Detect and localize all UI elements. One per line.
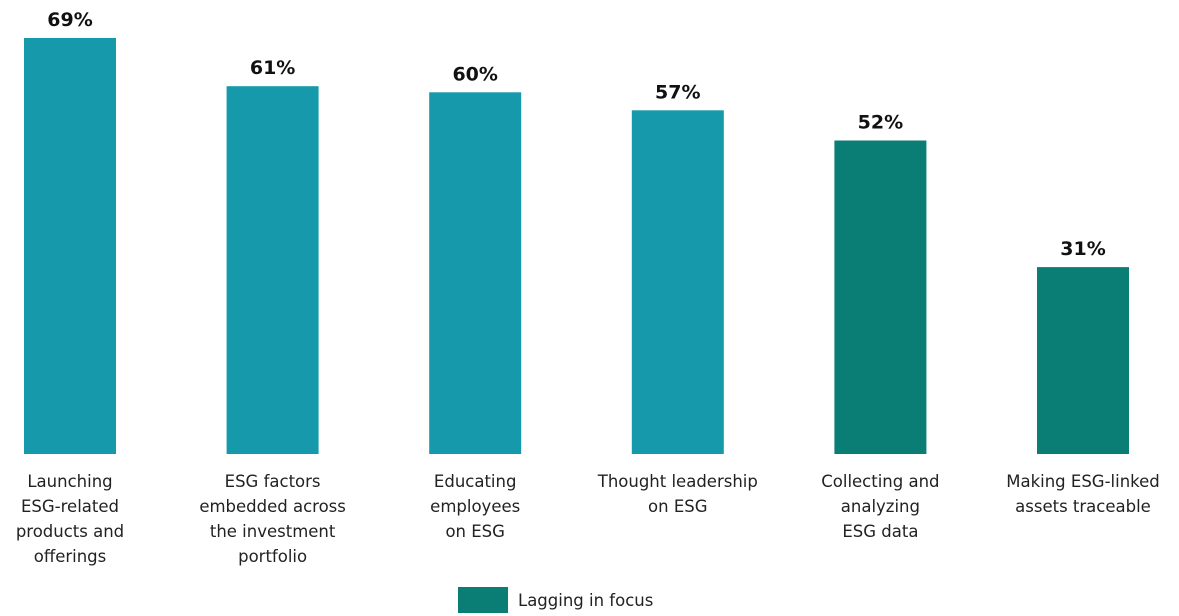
category-label-line: Making ESG-linked [1006, 472, 1160, 491]
category-label-1: ESG factors embedded across the investment… [199, 472, 346, 566]
category-label-line: on ESG [445, 522, 504, 541]
category-label-line: Launching [27, 472, 112, 491]
category-label-line: products and [16, 522, 124, 541]
value-label-2: 60% [452, 63, 497, 85]
category-label-line: Collecting and [821, 472, 939, 491]
category-label-line: assets traceable [1015, 497, 1151, 516]
legend-label-lagging: Lagging in focus [518, 590, 654, 610]
category-label-3: Thought leadership on ESG [597, 472, 758, 516]
category-label-line: Thought leadership [597, 472, 758, 491]
value-label-3: 57% [655, 81, 700, 103]
category-label-line: offerings [34, 547, 107, 566]
category-label-0: Launching ESG-related products and offering… [16, 472, 124, 566]
category-label-line: Educating [434, 472, 517, 491]
category-label-line: analyzing [841, 497, 920, 516]
category-label-4: Collecting and analyzing ESG data [821, 472, 939, 541]
category-label-line: the investment [210, 522, 336, 541]
category-label-line: ESG data [842, 522, 918, 541]
legend: Lagging in focus [458, 587, 653, 613]
value-label-5: 31% [1060, 238, 1105, 260]
value-label-1: 61% [250, 57, 295, 79]
category-label-line: on ESG [648, 497, 707, 516]
bar-2 [429, 92, 522, 455]
category-label-line: ESG-related [21, 497, 119, 516]
category-label-2: Educating employees on ESG [430, 472, 520, 541]
category-label-line: ESG factors [225, 472, 321, 491]
bar-1 [226, 86, 319, 454]
bar-3 [631, 110, 724, 455]
value-labels-group: 69% 61% 60% 57% 52% 31% [47, 9, 1105, 260]
bar-5 [1037, 267, 1129, 454]
category-label-line: employees [430, 497, 520, 516]
bar-0 [24, 38, 116, 454]
bar-4 [834, 140, 927, 454]
category-label-line: portfolio [238, 547, 307, 566]
category-label-line: embedded across [199, 497, 346, 516]
legend-swatch-lagging [458, 587, 508, 613]
category-label-5: Making ESG-linked assets traceable [1006, 472, 1160, 516]
value-label-4: 52% [858, 112, 903, 134]
bars-group [24, 38, 1129, 455]
category-labels-group: Launching ESG-related products and offering… [16, 472, 1160, 566]
value-label-0: 69% [47, 9, 92, 31]
